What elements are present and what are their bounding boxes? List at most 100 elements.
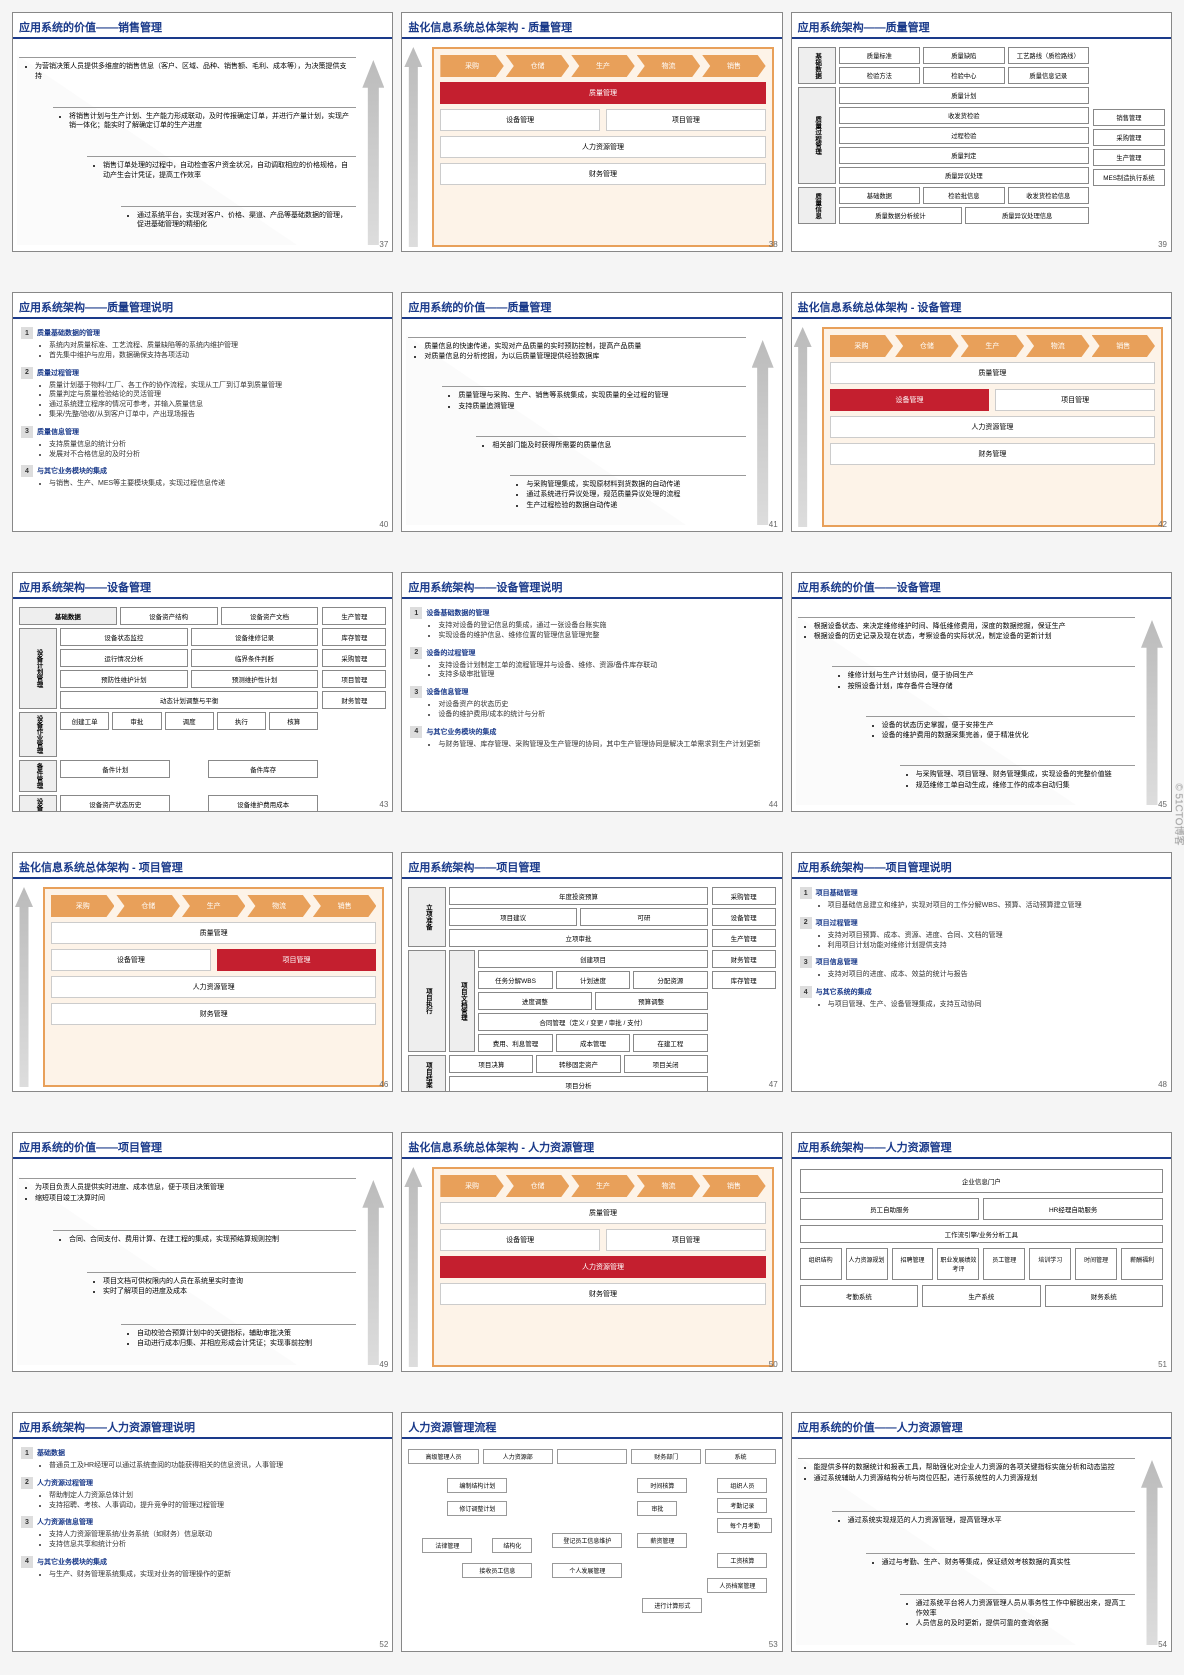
item-heading: 与其它业务模块的集成 xyxy=(37,1557,107,1567)
slide: 应用系统架构——质量管理基础数据质量标准质量缺陷工艺路线（质检路线）检验方法检验… xyxy=(791,12,1172,252)
slide-number: 48 xyxy=(1158,1080,1167,1089)
item-bullet: 与生产、财务管理系统集成，实现对业务的管理操作的更新 xyxy=(49,1570,384,1580)
group-subheader: 项目文档管理 xyxy=(449,950,475,1052)
item-bullet: 支持对项目的进度、成本、效益的统计与报告 xyxy=(828,970,1163,980)
process-chevron: 采购 xyxy=(440,1175,503,1197)
arch-box: 项目分析 xyxy=(449,1076,707,1092)
value-level: 将销售计划与生产计划、生产能力形成联动，及时传报确定订单，并进行产量计划，实现产… xyxy=(53,107,356,136)
process-chevron: 仓储 xyxy=(506,55,569,77)
arch-box: 动态计划调整与平衡 xyxy=(60,691,318,709)
flow-box: 法律管理 xyxy=(422,1538,472,1553)
arch-box: 基础数据 xyxy=(839,187,920,204)
value-point: 通过系统平台将人力资源管理人员从事务性工作中解脱出来，提高工作效率 xyxy=(916,1599,1131,1618)
arch-bar: 项目管理 xyxy=(606,1229,766,1251)
value-point: 自动校验合预算计划中的关键指标，辅助审批决策 xyxy=(137,1329,352,1338)
value-point: 通过系统平台，实现对客户、价格、渠道、产品等基础数据的管理，促进基础管理的精细化 xyxy=(137,211,352,230)
slide-title: 应用系统架构——质量管理 xyxy=(792,13,1171,39)
arch-box: 执行 xyxy=(217,712,266,730)
ext-system: 考勤系统 xyxy=(800,1285,918,1307)
item-bullet: 实现设备的维护信息、维修位置的管理信息管理完整 xyxy=(438,631,773,641)
process-chevron: 生产 xyxy=(182,895,245,917)
slide-number: 37 xyxy=(379,240,388,249)
slide-number: 38 xyxy=(769,240,778,249)
arch-box: 培训学习 xyxy=(1029,1248,1071,1280)
ext-system: 财务系统 xyxy=(1045,1285,1163,1307)
process-chevron: 采购 xyxy=(830,335,893,357)
up-arrow xyxy=(362,1180,384,1365)
slide-title: 应用系统的价值——销售管理 xyxy=(13,13,392,39)
slide: 应用系统架构——项目管理说明 1项目基础管理项目基础信息建立和维护，实现对项目的工… xyxy=(791,852,1172,1092)
explain-item: 1设备基础数据的管理支持对设备的登记信息的集成，通过一张设备台账实施实现设备的维… xyxy=(410,607,773,641)
flow-swimlane: 系统 xyxy=(705,1449,775,1464)
arch-box: 设备维护费用成本 xyxy=(208,795,318,812)
arch-box: 成本管理 xyxy=(556,1034,630,1052)
arch-box: 项目决算 xyxy=(449,1055,533,1073)
arch-box: 质量标准 xyxy=(839,47,920,64)
item-bullet: 项目基础信息建立和维护，实现对项目的工作分解WBS、预算、活动预算建立管理 xyxy=(828,901,1163,911)
slide: 应用系统架构——设备管理基础数据设备资产结构设备资产文档设备计划管理设备状态监控… xyxy=(12,572,393,812)
arch-box: 设备资产结构 xyxy=(120,607,218,625)
flow-box: 考勤记录 xyxy=(717,1498,767,1513)
value-point: 将销售计划与生产计划、生产能力形成联动，及时传报确定订单，并进行产量计划，实现产… xyxy=(69,112,352,131)
item-bullet: 支持对项目预算、成本、资源、进度、合同、文档的管理 xyxy=(828,931,1163,941)
value-point: 通过系统进行异议处理，规范质量异议处理的流程 xyxy=(526,490,741,499)
arch-bar: 人力资源管理 xyxy=(830,416,1155,438)
flow-box: 工资核算 xyxy=(717,1553,767,1568)
arch-box: 核算 xyxy=(269,712,318,730)
slide-title: 应用系统架构——质量管理说明 xyxy=(13,293,392,319)
slide-title: 应用系统架构——项目管理说明 xyxy=(792,853,1171,879)
value-point: 合同、合同支付、费用计算、在建工程的集成，实现预结算规则控制 xyxy=(69,1235,352,1244)
value-point: 相关部门能及时获得所需要的质量信息 xyxy=(492,441,741,450)
flow-box: 编制结构计划 xyxy=(447,1478,507,1493)
flow-box: 结构化 xyxy=(492,1538,532,1553)
arch-box: 薪酬福利 xyxy=(1121,1248,1163,1280)
value-level: 根据设备状态、来决定维修维护时间、降低维修费用，深度的数据挖掘，保证生产根据设备… xyxy=(798,617,1135,647)
slide-number: 46 xyxy=(379,1080,388,1089)
slide-title: 人力资源管理流程 xyxy=(402,1413,781,1439)
slide-number: 52 xyxy=(379,1640,388,1649)
item-heading: 质量基础数据的管理 xyxy=(37,328,100,338)
item-number: 3 xyxy=(21,426,33,438)
process-chevron: 销售 xyxy=(313,895,376,917)
item-heading: 与其它业务模块的集成 xyxy=(426,727,496,737)
arch-box: 组织结构 xyxy=(800,1248,842,1280)
value-point: 缩短项目竣工决算时间 xyxy=(35,1194,352,1203)
flow-box: 每个月考勤 xyxy=(717,1518,772,1533)
explain-item: 1项目基础管理项目基础信息建立和维护，实现对项目的工作分解WBS、预算、活动预算… xyxy=(800,887,1163,911)
arch-box: 企业信息门户 xyxy=(800,1169,1163,1193)
up-arrow xyxy=(404,47,422,247)
arch-box: 过程检验 xyxy=(839,127,1089,144)
explain-item: 4与其它业务模块的集成与销售、生产、MES等主要模块集成，实现过程信息传递 xyxy=(21,465,384,489)
value-point: 根据设备的历史记录及现在状态，考察设备的实际状况，制定设备的更新计划 xyxy=(814,632,1131,641)
value-point: 设备的维护费用的数据采集完善，便于精准优化 xyxy=(882,731,1131,740)
item-number: 1 xyxy=(410,607,422,619)
process-chevron: 物流 xyxy=(247,895,310,917)
group-header: 项目结案 xyxy=(408,1055,446,1092)
item-bullet: 普通员工及HR经理可以通过系统查阅的功能获得相关的信息资讯，人事管理 xyxy=(49,1461,384,1471)
arch-bar: 设备管理 xyxy=(440,109,600,131)
item-number: 2 xyxy=(21,1477,33,1489)
slide: 盐化信息系统总体架构 - 设备管理采购仓储生产物流销售质量管理设备管理项目管理人… xyxy=(791,292,1172,532)
item-bullet: 支持人力资源管理系统/业务系统（如财务）信息联动 xyxy=(49,1530,384,1540)
item-bullet: 发展对不合格信息的及时分析 xyxy=(49,450,384,460)
item-bullet: 质量计划基于物料/工厂、各工作的协作流程，实现从工厂到订单到质量管理 xyxy=(49,381,384,391)
slide-title: 盐化信息系统总体架构 - 人力资源管理 xyxy=(402,1133,781,1159)
flow-swimlane: 人力资源部 xyxy=(483,1449,553,1464)
arch-box: 调度 xyxy=(165,712,214,730)
item-heading: 质量信息管理 xyxy=(37,427,79,437)
arch-box: 分配资源 xyxy=(633,971,707,989)
item-number: 2 xyxy=(800,917,812,929)
arch-box: 质量判定 xyxy=(839,147,1089,164)
arch-box: 检验批信息 xyxy=(923,187,1004,204)
arch-frame: 采购仓储生产物流销售质量管理设备管理项目管理人力资源管理财务管理 xyxy=(43,887,384,1087)
explain-item: 4与其它业务模块的集成与财务管理、库存管理、采购管理及生产管理的协同，其中生产管… xyxy=(410,726,773,750)
arch-box: 质量缺陷 xyxy=(923,47,1004,64)
process-chevron: 销售 xyxy=(702,55,765,77)
item-number: 3 xyxy=(800,956,812,968)
arch-box: 质量数据分析统计 xyxy=(839,207,963,224)
arch-box: 年度投资预算 xyxy=(449,887,707,905)
explain-item: 3人力资源信息管理支持人力资源管理系统/业务系统（如财务）信息联动支持信息共享和… xyxy=(21,1516,384,1550)
item-heading: 设备的过程管理 xyxy=(426,648,475,658)
value-level: 相关部门能及时获得所需要的质量信息 xyxy=(476,436,745,455)
side-module: MES制造执行系统 xyxy=(1093,169,1165,186)
